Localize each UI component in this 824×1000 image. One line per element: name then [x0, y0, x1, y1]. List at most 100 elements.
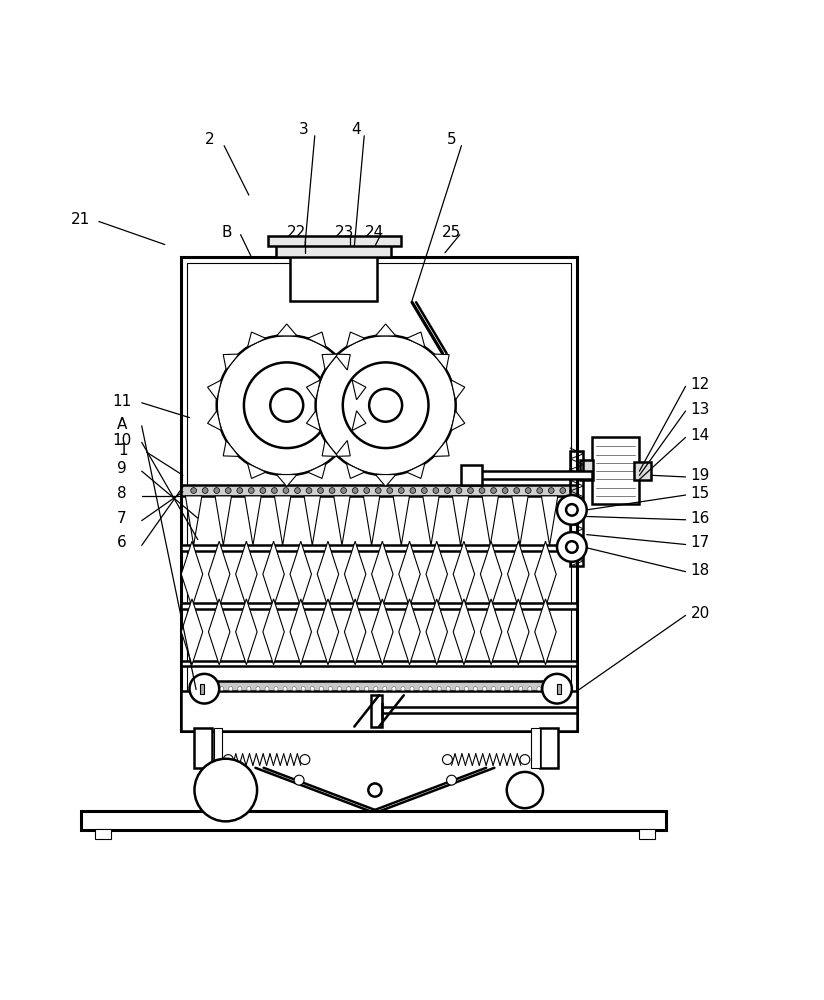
- Circle shape: [542, 674, 572, 704]
- Text: 22: 22: [287, 225, 307, 240]
- Circle shape: [557, 495, 587, 525]
- Bar: [181, 661, 577, 666]
- Circle shape: [368, 783, 382, 797]
- Polygon shape: [508, 541, 529, 607]
- Polygon shape: [480, 541, 502, 607]
- Bar: [95, 829, 111, 839]
- Text: 20: 20: [691, 606, 710, 621]
- Text: 4: 4: [351, 122, 361, 137]
- Polygon shape: [344, 599, 366, 665]
- Circle shape: [190, 488, 196, 493]
- Circle shape: [329, 687, 333, 691]
- Polygon shape: [322, 440, 338, 456]
- Bar: [461, 465, 482, 485]
- Text: 16: 16: [691, 511, 710, 526]
- Circle shape: [491, 488, 497, 493]
- Circle shape: [520, 755, 530, 765]
- Circle shape: [364, 488, 370, 493]
- Circle shape: [274, 687, 279, 691]
- Circle shape: [190, 674, 219, 704]
- Text: 15: 15: [691, 486, 710, 501]
- Bar: [540, 728, 558, 768]
- Polygon shape: [406, 463, 425, 478]
- Circle shape: [528, 687, 532, 691]
- Polygon shape: [277, 324, 297, 336]
- Circle shape: [255, 687, 260, 691]
- Circle shape: [456, 488, 462, 493]
- Circle shape: [283, 687, 288, 691]
- Bar: [290, 255, 377, 301]
- Circle shape: [311, 687, 315, 691]
- Polygon shape: [393, 496, 410, 545]
- Polygon shape: [181, 541, 203, 607]
- Polygon shape: [215, 496, 232, 545]
- Polygon shape: [452, 496, 469, 545]
- Text: 8: 8: [117, 486, 127, 501]
- Bar: [580, 460, 593, 480]
- Polygon shape: [535, 541, 556, 607]
- Polygon shape: [453, 599, 475, 665]
- Bar: [557, 684, 561, 694]
- Bar: [371, 695, 382, 727]
- Circle shape: [537, 687, 541, 691]
- Polygon shape: [399, 541, 420, 607]
- Circle shape: [526, 488, 531, 493]
- Circle shape: [507, 772, 543, 808]
- Circle shape: [316, 335, 456, 475]
- Polygon shape: [335, 440, 350, 456]
- Circle shape: [307, 488, 312, 493]
- Circle shape: [501, 687, 505, 691]
- Polygon shape: [451, 380, 465, 400]
- Bar: [570, 451, 583, 566]
- Bar: [268, 236, 401, 246]
- Circle shape: [318, 488, 324, 493]
- Polygon shape: [263, 541, 284, 607]
- Circle shape: [338, 687, 342, 691]
- Polygon shape: [274, 496, 291, 545]
- Polygon shape: [372, 599, 393, 665]
- Polygon shape: [482, 496, 499, 545]
- Polygon shape: [346, 463, 365, 478]
- Bar: [194, 728, 212, 768]
- Polygon shape: [433, 354, 449, 370]
- Circle shape: [265, 687, 269, 691]
- Bar: [531, 728, 540, 768]
- Circle shape: [229, 687, 233, 691]
- Polygon shape: [346, 332, 365, 347]
- Text: 9: 9: [117, 461, 127, 476]
- Text: 19: 19: [691, 468, 710, 483]
- Circle shape: [419, 687, 424, 691]
- Polygon shape: [181, 599, 203, 665]
- Text: 1: 1: [119, 443, 129, 458]
- Polygon shape: [304, 496, 321, 545]
- Polygon shape: [317, 541, 339, 607]
- Text: 7: 7: [117, 511, 127, 526]
- Circle shape: [260, 488, 266, 493]
- Polygon shape: [208, 380, 222, 400]
- Circle shape: [514, 488, 520, 493]
- Circle shape: [549, 488, 555, 493]
- Circle shape: [480, 488, 485, 493]
- Polygon shape: [307, 332, 326, 347]
- Circle shape: [295, 488, 301, 493]
- Polygon shape: [307, 380, 321, 400]
- Polygon shape: [372, 541, 393, 607]
- Circle shape: [347, 687, 351, 691]
- Bar: [480, 471, 592, 479]
- Circle shape: [356, 687, 360, 691]
- Circle shape: [519, 687, 523, 691]
- Circle shape: [537, 488, 543, 493]
- Polygon shape: [185, 496, 202, 545]
- Circle shape: [410, 687, 414, 691]
- Circle shape: [392, 687, 396, 691]
- Polygon shape: [433, 440, 449, 456]
- Circle shape: [387, 488, 393, 493]
- Polygon shape: [317, 599, 339, 665]
- Circle shape: [214, 488, 219, 493]
- Polygon shape: [335, 354, 350, 370]
- Circle shape: [194, 759, 257, 821]
- Polygon shape: [277, 475, 297, 486]
- Circle shape: [249, 488, 255, 493]
- Circle shape: [492, 687, 496, 691]
- Circle shape: [503, 488, 508, 493]
